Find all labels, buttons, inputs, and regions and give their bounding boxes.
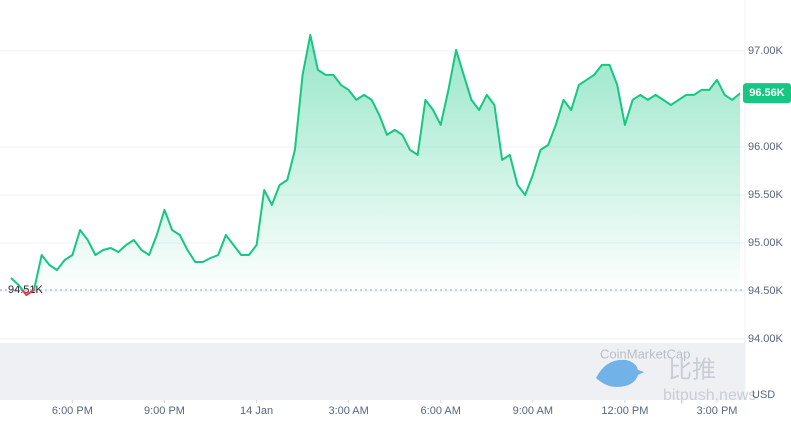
- x-tick-label: 6:00 AM: [421, 405, 461, 417]
- x-tick-label: 3:00 PM: [696, 405, 737, 417]
- x-tick-label: 9:00 PM: [144, 405, 185, 417]
- y-tick-label: 97.00K: [748, 45, 784, 57]
- x-tick-label: 6:00 PM: [52, 405, 93, 417]
- y-tick-label: 95.50K: [748, 189, 784, 201]
- area: [11, 34, 740, 296]
- y-tick-label: 95.00K: [748, 237, 784, 249]
- current-price-box: [743, 83, 791, 104]
- x-tick-label: 9:00 AM: [513, 405, 553, 417]
- y-tick-label: 94.00K: [748, 333, 784, 345]
- y-tick-label: 94.50K: [748, 285, 784, 297]
- current-price-label: 96.56K: [749, 87, 785, 99]
- price-line: [10, 33, 741, 296]
- x-tick-label: 3:00 AM: [328, 405, 368, 417]
- watermark: CoinMarketCap: [600, 346, 690, 361]
- watermark-logo: [596, 359, 644, 387]
- currency: USD: [752, 389, 775, 401]
- x-tick-label: 14 Jan: [240, 405, 273, 417]
- x-tick-label: 12:00 PM: [601, 405, 648, 417]
- watermark: bitpush.news: [663, 387, 756, 404]
- y-tick-label: 96.00K: [748, 141, 784, 153]
- watermark: 比推: [668, 356, 716, 383]
